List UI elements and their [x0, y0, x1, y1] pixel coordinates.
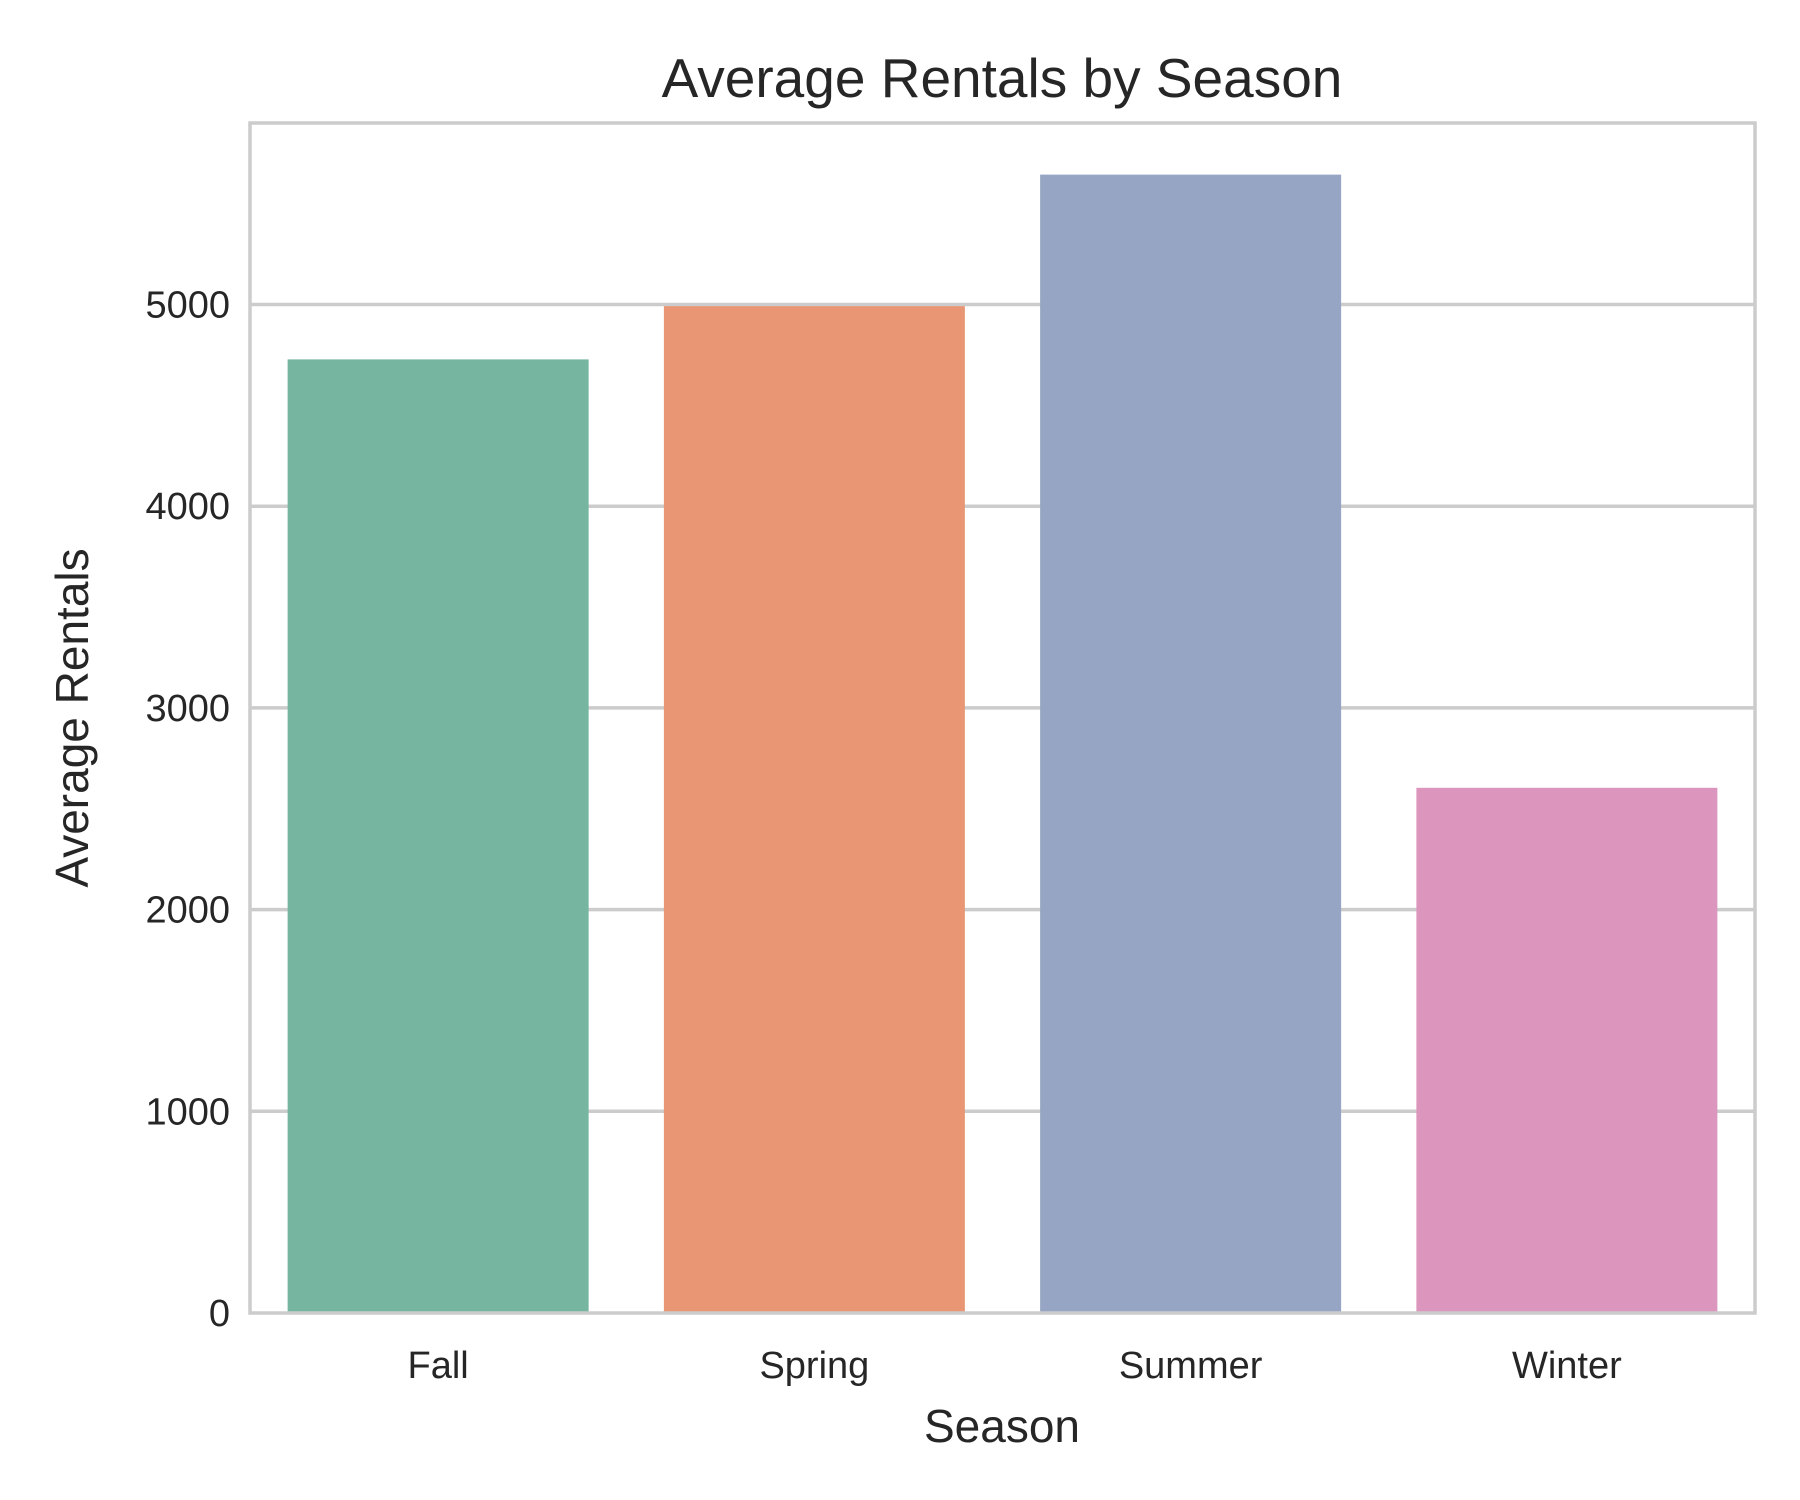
y-tick-label: 1000	[145, 1091, 230, 1133]
bar-fall	[287, 359, 589, 1313]
chart-title: Average Rentals by Season	[662, 47, 1343, 109]
bar-spring	[663, 306, 965, 1313]
plot-frame	[248, 121, 1757, 1315]
y-tick-label: 4000	[145, 486, 230, 528]
x-tick-label: Fall	[408, 1345, 469, 1387]
y-tick-labels: 0 1000 2000 3000 4000 5000	[145, 285, 230, 1335]
bar-winter	[1416, 787, 1718, 1313]
y-tick-label: 2000	[145, 890, 230, 932]
x-axis-label: Season	[924, 1400, 1080, 1452]
y-tick-label: 0	[209, 1293, 230, 1335]
x-tick-label: Winter	[1512, 1345, 1622, 1387]
x-tick-label: Summer	[1119, 1345, 1263, 1387]
x-tick-labels: Fall Spring Summer Winter	[408, 1345, 1623, 1387]
y-axis-label: Average Rentals	[46, 548, 98, 887]
y-tick-label: 3000	[145, 688, 230, 730]
bars	[287, 174, 1718, 1313]
x-tick-label: Spring	[759, 1345, 869, 1387]
y-tick-label: 5000	[145, 285, 230, 327]
bar-summer	[1040, 174, 1342, 1313]
